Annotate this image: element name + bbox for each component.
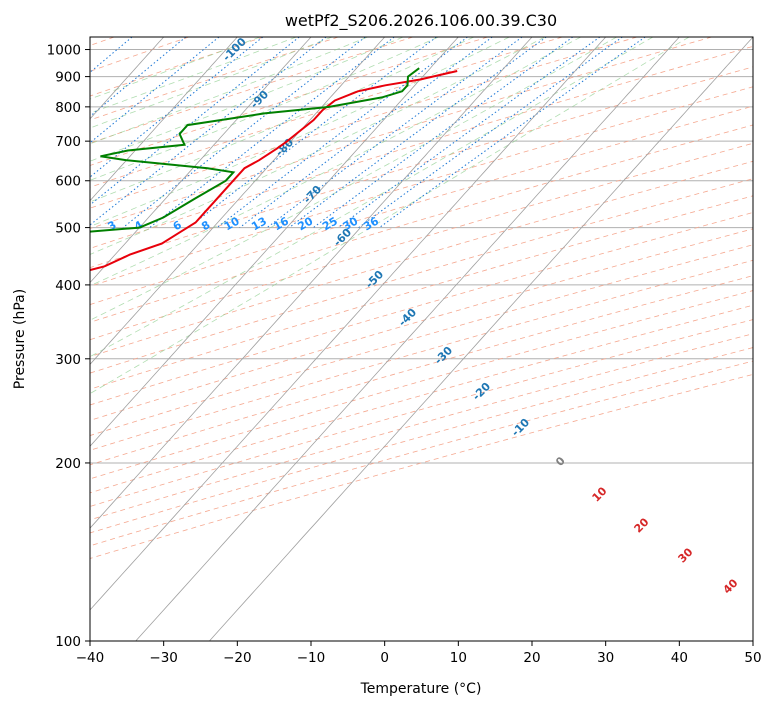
moist-adiabat [90, 37, 581, 287]
moist-adiabat [90, 37, 617, 321]
y-axis-ticks: 100 200 300 400 500 600 700 800 900 1000 [47, 43, 90, 650]
x-tick-label: −40 [76, 650, 105, 666]
moist-adiabat [90, 37, 261, 100]
y-tick-label: 1000 [47, 43, 81, 59]
y-tick-label: 800 [55, 100, 81, 116]
dry-adiabat [90, 105, 753, 305]
isotherm-20 [90, 37, 533, 529]
y-tick-label: 700 [55, 134, 81, 150]
isotherm-0 [90, 37, 386, 365]
dry-adiabat [90, 360, 753, 547]
x-tick-label: 30 [597, 650, 614, 666]
x-tick-label: 10 [450, 650, 467, 666]
y-axis-label: Pressure (hPa) [12, 289, 28, 389]
x-tick-label: 40 [671, 650, 688, 666]
dry-adiabats [90, 37, 753, 559]
mixing-ratio-line [90, 37, 327, 226]
moist-adiabat [90, 37, 475, 203]
mixing-ratio-line [337, 37, 601, 229]
y-tick-label: 900 [55, 70, 81, 86]
x-tick-label: 50 [744, 650, 761, 666]
mixing-ratio-line [188, 37, 437, 228]
isotherm--20 [90, 37, 238, 202]
x-tick-label: −20 [223, 650, 252, 666]
y-tick-label: 500 [55, 221, 81, 237]
isotherm-30 [90, 37, 607, 611]
dry-adiabat [90, 124, 753, 323]
plot-area: 0.10.20.40.611.52346810131620253036-100-… [90, 37, 753, 641]
mixing-ratio-line [358, 37, 623, 229]
y-tick-label: 600 [55, 174, 81, 190]
mixing-ratio-lines [90, 37, 646, 229]
mixing-ratio-line [90, 37, 300, 206]
mixing-ratio-line [149, 37, 395, 228]
moist-adiabat [90, 37, 690, 395]
moist-adiabat [90, 37, 404, 162]
isotherm--30 [90, 37, 165, 120]
dry-adiabat [90, 319, 753, 507]
plot-frame [89, 36, 754, 642]
dry-adiabat [90, 37, 414, 144]
mixing-ratio-line [379, 37, 646, 229]
dry-adiabat [90, 160, 753, 358]
dry-adiabat [90, 45, 753, 249]
mixing-ratio-line [313, 37, 574, 228]
mixing-ratio-line [90, 37, 133, 74]
isotherm--10 [90, 37, 312, 284]
x-tick-label: 20 [523, 650, 540, 666]
x-tick-label: −30 [149, 650, 178, 666]
dry-adiabat [90, 275, 753, 466]
y-tick-label: 200 [55, 456, 81, 472]
dry-adiabat [90, 178, 753, 374]
moist-adiabat [90, 37, 297, 114]
isotherm-40 [135, 37, 680, 641]
dry-adiabat [90, 37, 638, 209]
y-tick-label: 300 [55, 352, 81, 368]
dry-adiabat [90, 228, 753, 421]
y-tick-label: 400 [55, 278, 81, 294]
dewpoint-profile-line [90, 67, 420, 233]
isotherm-50 [209, 37, 753, 641]
x-tick-label: −10 [297, 650, 326, 666]
chart-title: wetPf2_S206.2026.106.00.39.C30 [285, 11, 557, 31]
x-tick-label: 0 [380, 650, 389, 666]
dry-adiabat [90, 66, 753, 269]
mixing-ratio-line [90, 37, 264, 178]
mixing-ratio-line [239, 37, 493, 228]
x-axis-ticks: −40 −30 −20 −10 0 10 20 30 40 50 [76, 641, 762, 666]
mixing-ratio-line [90, 37, 220, 144]
data-series [90, 67, 458, 272]
mixing-ratio-line [90, 37, 187, 118]
dry-adiabat [90, 37, 712, 230]
x-axis-label: Temperature (°C) [360, 681, 482, 697]
moist-adiabat [90, 37, 333, 129]
temperature-profile-line [90, 70, 458, 272]
y-tick-label: 100 [55, 634, 81, 650]
